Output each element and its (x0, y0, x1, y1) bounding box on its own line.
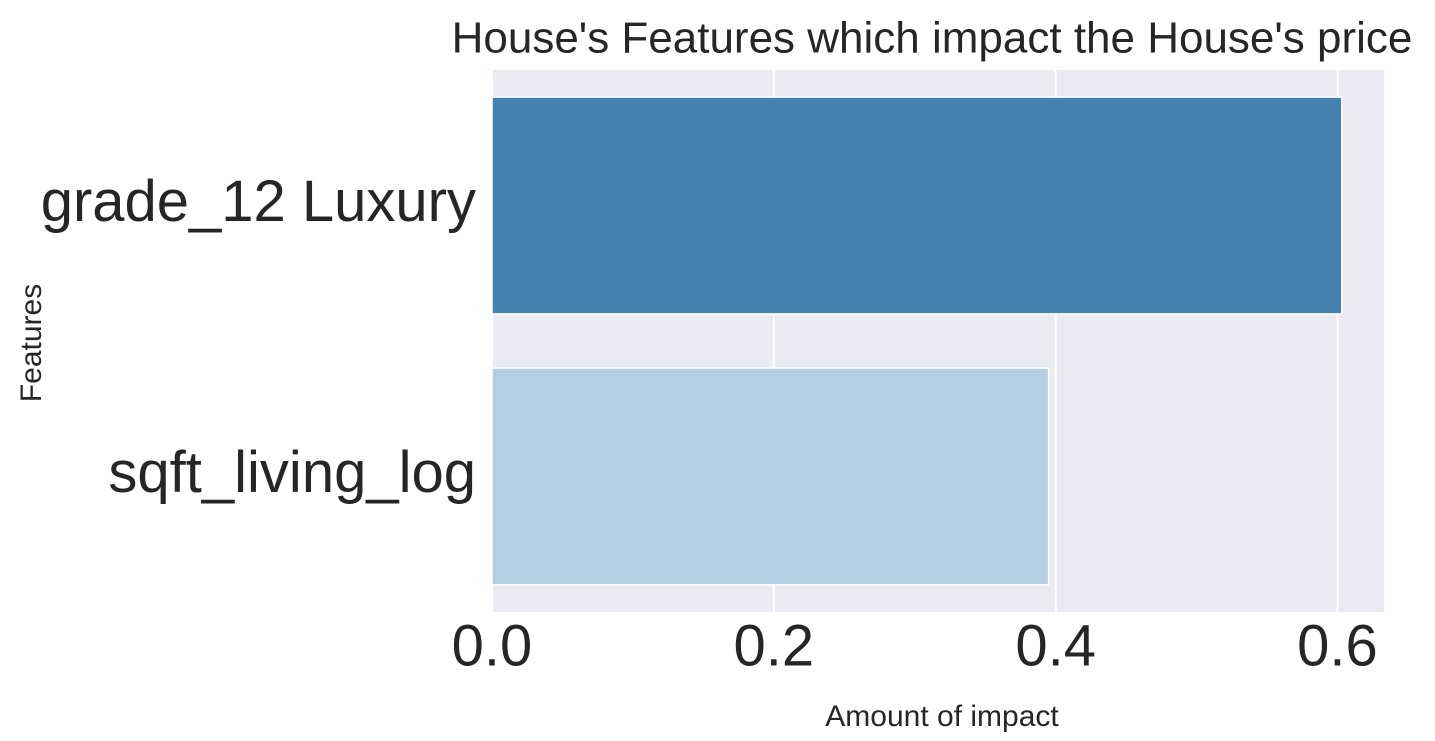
x-tick-label: 0.4 (1015, 613, 1096, 678)
bars (491, 96, 1343, 586)
y-tick-label: sqft_living_log (108, 440, 476, 505)
x-tick-label: 0.0 (452, 613, 533, 678)
x-tick-label: 0.6 (1297, 613, 1378, 678)
x-tick-label: 0.2 (734, 613, 815, 678)
bar-sqft-living-log (491, 367, 1050, 586)
y-tick-labels: grade_12 Luxury sqft_living_log (41, 169, 476, 505)
x-tick-labels: 0.0 0.2 0.4 0.6 (452, 613, 1378, 678)
x-axis-label: Amount of impact (825, 700, 1059, 733)
y-axis-label: Features (15, 284, 48, 402)
chart-title: House's Features which impact the House'… (452, 14, 1413, 63)
y-tick-label: grade_12 Luxury (41, 169, 476, 234)
bar-grade-12-luxury (491, 96, 1343, 315)
